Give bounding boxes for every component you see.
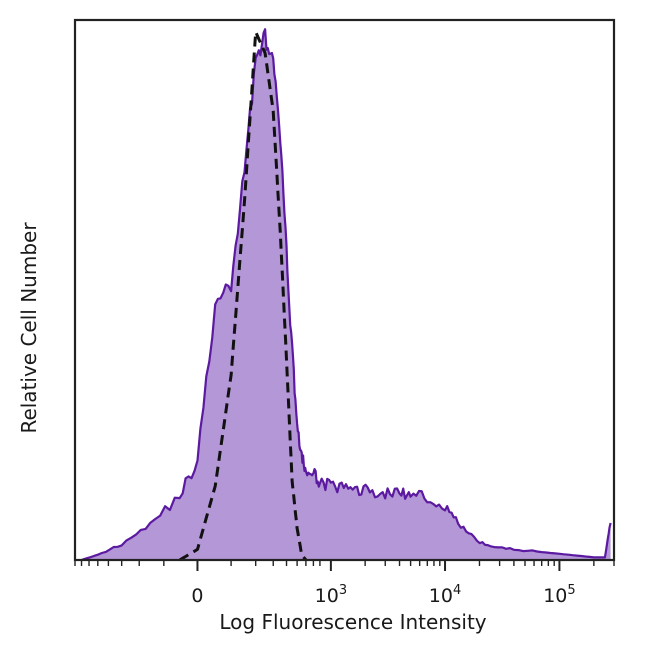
sample-histogram-line <box>81 28 612 562</box>
y-axis-title: Relative Cell Number <box>17 222 41 434</box>
x-axis-title: Log Fluorescence Intensity <box>219 610 486 634</box>
plot-frame <box>73 18 616 562</box>
control-histogram-line <box>178 30 308 562</box>
x-tick-label: 0 <box>191 585 203 607</box>
sample-histogram-fill <box>81 29 611 561</box>
plot-area <box>81 28 612 562</box>
